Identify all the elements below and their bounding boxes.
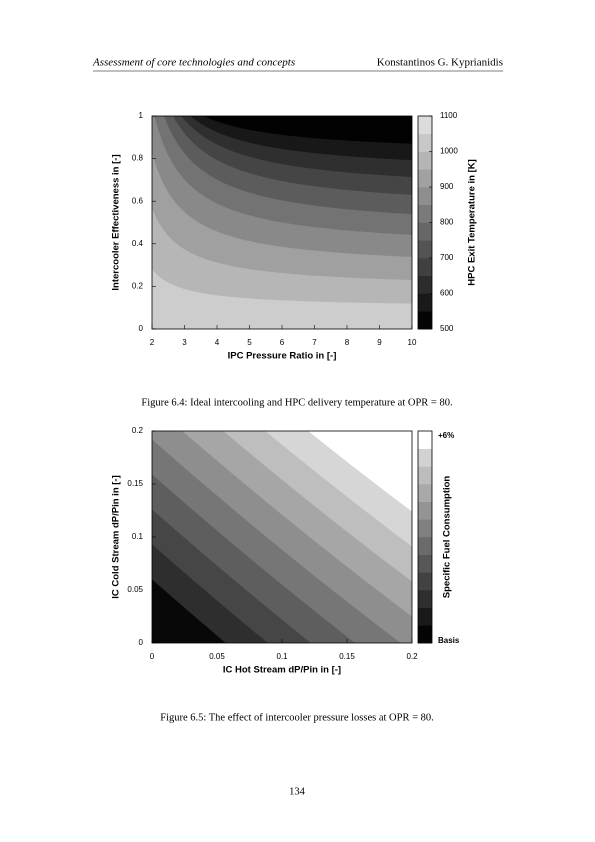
x-tick-label: 9 (377, 338, 382, 347)
colorbar-tick-label: 900 (440, 182, 454, 191)
header-left: Assessment of core technologies and conc… (92, 57, 295, 69)
colorbar-segment (418, 204, 432, 223)
x-tick-label: 0.05 (209, 652, 225, 661)
x-tick-label: 5 (247, 338, 252, 347)
colorbar-segment (418, 431, 432, 449)
y-tick-label: 0 (139, 638, 144, 647)
y-axis-label: IC Cold Stream dP/Pin in [-] (111, 475, 122, 599)
colorbar-label: Specific Fuel Consumption (442, 476, 453, 599)
x-tick-label: 3 (182, 338, 187, 347)
x-tick-label: 2 (150, 338, 155, 347)
colorbar-bottom-label: Basis (438, 636, 460, 645)
y-axis-label: Intercooler Effectiveness in [-] (111, 154, 122, 290)
colorbar-segment (418, 222, 432, 241)
y-tick-label: 0.6 (132, 196, 144, 205)
colorbar-segment (418, 151, 432, 170)
x-tick-label: 0.1 (276, 652, 288, 661)
contour-band (308, 431, 412, 512)
header-right: Konstantinos G. Kyprianidis (377, 57, 503, 69)
colorbar-tick-label: 1100 (440, 111, 458, 120)
y-tick-label: 0.8 (132, 154, 144, 163)
colorbar-segment (418, 116, 432, 135)
x-tick-label: 4 (215, 338, 220, 347)
y-tick-label: 0 (139, 324, 144, 333)
colorbar-segment (418, 554, 432, 573)
contour-band (203, 116, 412, 144)
colorbar-segment (418, 448, 432, 467)
colorbar-segment (418, 293, 432, 312)
page-number: 134 (289, 786, 306, 797)
x-tick-label: 0 (150, 652, 155, 661)
colorbar-tick-label: 600 (440, 289, 454, 298)
contour-plot (152, 116, 412, 329)
colorbar-tick-label: 500 (440, 324, 454, 333)
colorbar-frame (417, 430, 433, 644)
colorbar-segment (418, 466, 432, 485)
colorbar-tick-label: 700 (440, 253, 454, 262)
colorbar-segment (418, 484, 432, 502)
colorbar-segment (418, 187, 432, 206)
y-tick-label: 1 (139, 111, 144, 120)
colorbar-segment (418, 240, 432, 259)
y-tick-label: 0.2 (132, 426, 144, 435)
x-tick-label: 0.15 (339, 652, 355, 661)
colorbar-segment (418, 572, 432, 591)
y-tick-label: 0.1 (132, 532, 144, 541)
x-axis-label: IPC Pressure Ratio in [-] (228, 351, 337, 362)
colorbar-segment (418, 537, 432, 555)
x-tick-label: 10 (408, 338, 417, 347)
y-tick-label: 0.15 (127, 479, 143, 488)
colorbar-segment (418, 519, 432, 538)
colorbar-segment (418, 133, 432, 152)
y-tick-label: 0.4 (132, 239, 144, 248)
colorbar-segment (418, 311, 432, 330)
colorbar-segment (418, 501, 432, 520)
colorbar-segment (418, 169, 432, 188)
colorbar-segment (418, 275, 432, 294)
x-tick-label: 6 (280, 338, 285, 347)
x-axis-label: IC Hot Stream dP/Pin in [-] (223, 665, 341, 676)
colorbar-segment (418, 607, 432, 626)
colorbar-segment (418, 625, 432, 644)
y-tick-label: 0.2 (132, 282, 144, 291)
colorbar-top-label: +6% (438, 431, 454, 440)
colorbar-segment (418, 258, 432, 277)
x-tick-label: 7 (312, 338, 317, 347)
colorbar-segment (418, 590, 432, 608)
x-tick-label: 8 (345, 338, 350, 347)
y-tick-label: 0.05 (127, 585, 143, 594)
x-tick-label: 0.2 (406, 652, 418, 661)
contour-plot (152, 431, 412, 643)
colorbar-tick-label: 800 (440, 218, 454, 227)
caption: Figure 6.5: The effect of intercooler pr… (160, 712, 434, 723)
colorbar-label: HPC Exit Temperature in [K] (467, 159, 478, 286)
caption: Figure 6.4: Ideal intercooling and HPC d… (141, 397, 452, 408)
colorbar-tick-label: 1000 (440, 147, 458, 156)
